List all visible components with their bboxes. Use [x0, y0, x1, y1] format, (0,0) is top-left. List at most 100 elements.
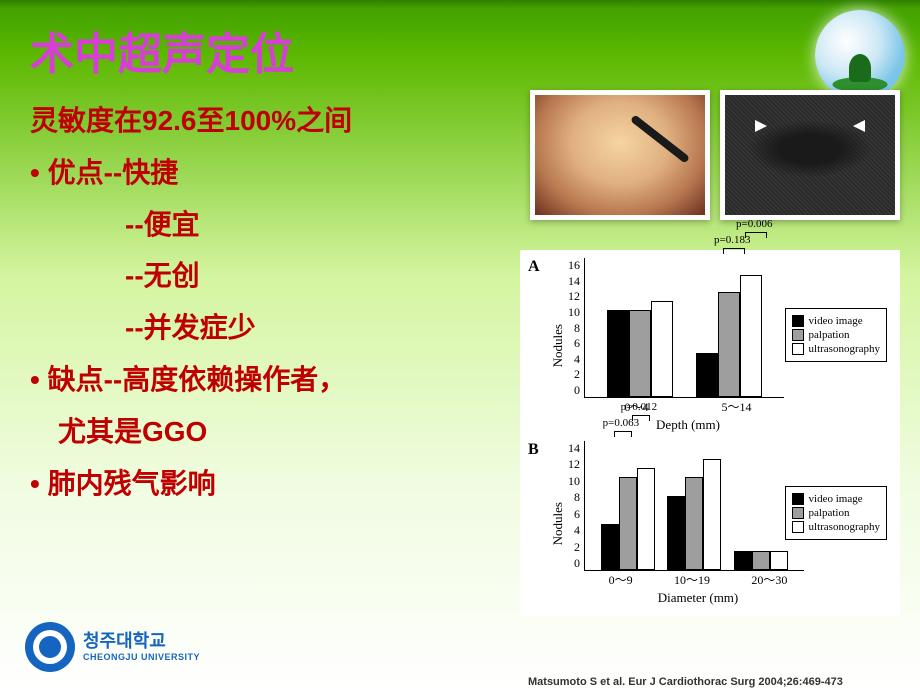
- advantage-line-4: --并发症少: [30, 302, 490, 354]
- bar-group: [696, 275, 762, 398]
- ultrasound-image: [720, 90, 900, 220]
- chart-b: B Nodules 1412 108 64 20 p=0.063p=0.012 0～9…: [528, 441, 892, 606]
- bar: [607, 310, 629, 398]
- legend-swatch: [792, 343, 804, 355]
- panel-letter: A: [528, 258, 540, 276]
- bar: [619, 477, 637, 570]
- y-tick-label: 6: [568, 336, 580, 351]
- plot-area: p=0.063p=0.012: [584, 441, 804, 571]
- surgical-image: [530, 90, 710, 220]
- y-ticks: 1412 108 64 20: [568, 441, 584, 571]
- content-text: 灵敏度在92.6至100%之间 • 优点--快捷 --便宜 --无创 --并发症…: [30, 95, 490, 509]
- x-tick-label: 20～30: [751, 571, 787, 588]
- p-bracket: [723, 248, 745, 254]
- legend-swatch: [792, 315, 804, 327]
- slide-title: 术中超声定位: [30, 18, 294, 82]
- p-bracket: [745, 232, 767, 238]
- x-axis-title: Diameter (mm): [588, 590, 808, 606]
- charts-panel: A Nodules 1614121086420 p=0.183p=0.006 0…: [520, 250, 900, 616]
- bar-group: [734, 551, 788, 570]
- advantage-line-3: --无创: [30, 250, 490, 302]
- y-tick-label: 10: [568, 474, 580, 489]
- bar: [651, 301, 673, 397]
- legend-item: palpation: [792, 329, 880, 341]
- y-tick-label: 12: [568, 457, 580, 472]
- advantage-line-2: --便宜: [30, 199, 490, 251]
- university-logo: 청주대학교 CHEONGJU UNIVERSITY: [25, 622, 200, 672]
- legend-item: palpation: [792, 507, 880, 519]
- legend-label: ultrasonography: [809, 343, 880, 355]
- y-tick-label: 2: [568, 540, 580, 555]
- legend-label: ultrasonography: [809, 521, 880, 533]
- y-tick-label: 12: [568, 289, 580, 304]
- chart-legend: video image palpation ultrasonography: [785, 308, 887, 362]
- bar: [696, 353, 718, 397]
- advantage-line-1: • 优点--快捷: [30, 147, 490, 199]
- bar: [734, 551, 752, 570]
- legend-item: video image: [792, 315, 880, 327]
- y-tick-label: 14: [568, 441, 580, 456]
- p-bracket: [632, 415, 650, 421]
- images-panel: [530, 90, 900, 220]
- sensitivity-line: 灵敏度在92.6至100%之间: [30, 95, 490, 147]
- logo-english: CHEONGJU UNIVERSITY: [83, 652, 200, 663]
- legend-swatch: [792, 329, 804, 341]
- header-bar: [0, 0, 920, 10]
- bar: [685, 477, 703, 570]
- legend-swatch: [792, 507, 804, 519]
- logo-badge: [25, 622, 75, 672]
- bar: [601, 524, 619, 570]
- globe-decoration: [815, 10, 905, 100]
- x-axis-labels: 0～45～14: [588, 398, 788, 415]
- y-tick-label: 6: [568, 507, 580, 522]
- chart-legend: video image palpation ultrasonography: [785, 486, 887, 540]
- x-tick-label: 10～19: [674, 571, 710, 588]
- bar: [740, 275, 762, 398]
- x-axis-labels: 0～9 10～19 20～30: [588, 571, 808, 588]
- legend-label: palpation: [809, 329, 850, 341]
- y-tick-label: 4: [568, 523, 580, 538]
- logo-korean: 청주대학교: [83, 631, 200, 653]
- bar: [629, 310, 651, 398]
- disadvantage-line-2: 尤其是GGO: [30, 406, 490, 458]
- bar: [770, 551, 788, 570]
- y-tick-label: 4: [568, 352, 580, 367]
- p-value: p=0.006: [736, 218, 772, 230]
- y-ticks: 1614121086420: [568, 258, 584, 398]
- y-tick-label: 0: [568, 556, 580, 571]
- legend-item: ultrasonography: [792, 343, 880, 355]
- bar: [718, 292, 740, 397]
- legend-label: palpation: [809, 507, 850, 519]
- y-axis-label: Nodules: [548, 502, 568, 545]
- bar: [637, 468, 655, 570]
- plot-area: p=0.183p=0.006: [584, 258, 784, 398]
- bar-group: [607, 301, 673, 397]
- legend-item: video image: [792, 493, 880, 505]
- y-axis-label: Nodules: [548, 324, 568, 367]
- p-bracket: [614, 431, 632, 437]
- x-tick-label: 5～14: [721, 398, 751, 415]
- y-tick-label: 14: [568, 274, 580, 289]
- legend-swatch: [792, 521, 804, 533]
- bar: [752, 551, 770, 570]
- x-tick-label: 0～9: [609, 571, 633, 588]
- chart-a: A Nodules 1614121086420 p=0.183p=0.006 0…: [528, 258, 892, 433]
- y-tick-label: 0: [568, 383, 580, 398]
- legend-swatch: [792, 493, 804, 505]
- extra-line: • 肺内残气影响: [30, 458, 490, 510]
- y-tick-label: 8: [568, 321, 580, 336]
- bar-group: [667, 459, 721, 570]
- citation: Matsumoto S et al. Eur J Cardiothorac Su…: [520, 676, 900, 688]
- bar: [667, 496, 685, 570]
- y-tick-label: 2: [568, 367, 580, 382]
- legend-label: video image: [809, 493, 863, 505]
- legend-item: ultrasonography: [792, 521, 880, 533]
- y-tick-label: 8: [568, 490, 580, 505]
- bar: [703, 459, 721, 570]
- y-tick-label: 16: [568, 258, 580, 273]
- disadvantage-line-1: • 缺点--高度依赖操作者，: [30, 354, 490, 406]
- legend-label: video image: [809, 315, 863, 327]
- p-value: p=0.012: [621, 401, 657, 413]
- panel-letter: B: [528, 441, 539, 459]
- y-tick-label: 10: [568, 305, 580, 320]
